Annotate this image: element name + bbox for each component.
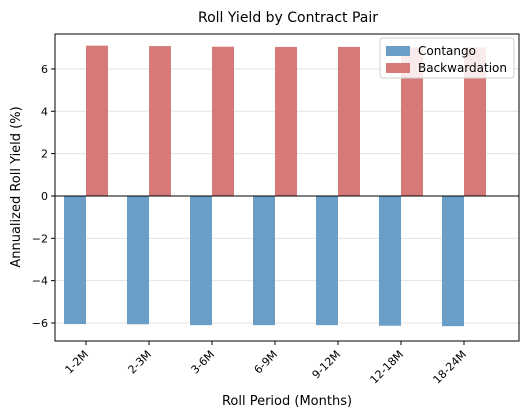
y-tick-label: −4 [32,275,48,288]
x-tick-label: 9-12M [310,348,344,382]
x-tick-label: 6-9M [252,348,281,377]
bar-backwardation [149,46,171,196]
legend-box [379,37,515,79]
x-tick-label: 18-24M [431,348,470,387]
bar-backwardation [338,46,360,196]
plot-frame [54,33,520,342]
y-axis-ticks: −6 −4 −2 0 2 4 6 [32,63,55,330]
legend: Contango Backwardation [379,37,515,79]
y-tick-label: 6 [41,63,48,76]
y-tick-label: −6 [32,317,48,330]
legend-swatch-contango [386,46,410,56]
bar-contango [190,195,212,326]
legend-label-backwardation: Backwardation [418,61,507,75]
bar-backwardation [401,47,423,196]
y-tick-label: 0 [41,190,48,203]
legend-swatch-backwardation [386,63,410,73]
y-tick-label: 2 [41,148,48,161]
y-tick-label: 4 [41,105,48,118]
bar-backwardation [464,47,486,196]
x-tick-label: 1-2M [63,348,92,377]
bar-backwardation [86,45,108,196]
bar-contango [64,195,86,325]
chart-title: Roll Yield by Contract Pair [198,10,378,26]
bar-contango [442,195,464,327]
x-tick-label: 2-3M [126,348,155,377]
bar-backwardation [212,46,234,196]
x-tick-label: 12-18M [368,348,407,387]
bar-contango [379,195,401,326]
legend-label-contango: Contango [418,44,476,58]
y-tick-label: −2 [32,232,48,245]
bar-contango [127,195,149,325]
bar-contango [316,195,338,326]
bar-backwardation [275,46,297,196]
x-axis-ticks: 1-2M 2-3M 3-6M 6-9M 9-12M 12-18M 18-24M [63,341,470,387]
bars [64,45,486,327]
x-tick-label: 3-6M [189,348,218,377]
bar-contango [253,195,275,326]
y-axis-label: Annualized Roll Yield (%) [9,106,24,267]
x-axis-label: Roll Period (Months) [222,394,352,409]
